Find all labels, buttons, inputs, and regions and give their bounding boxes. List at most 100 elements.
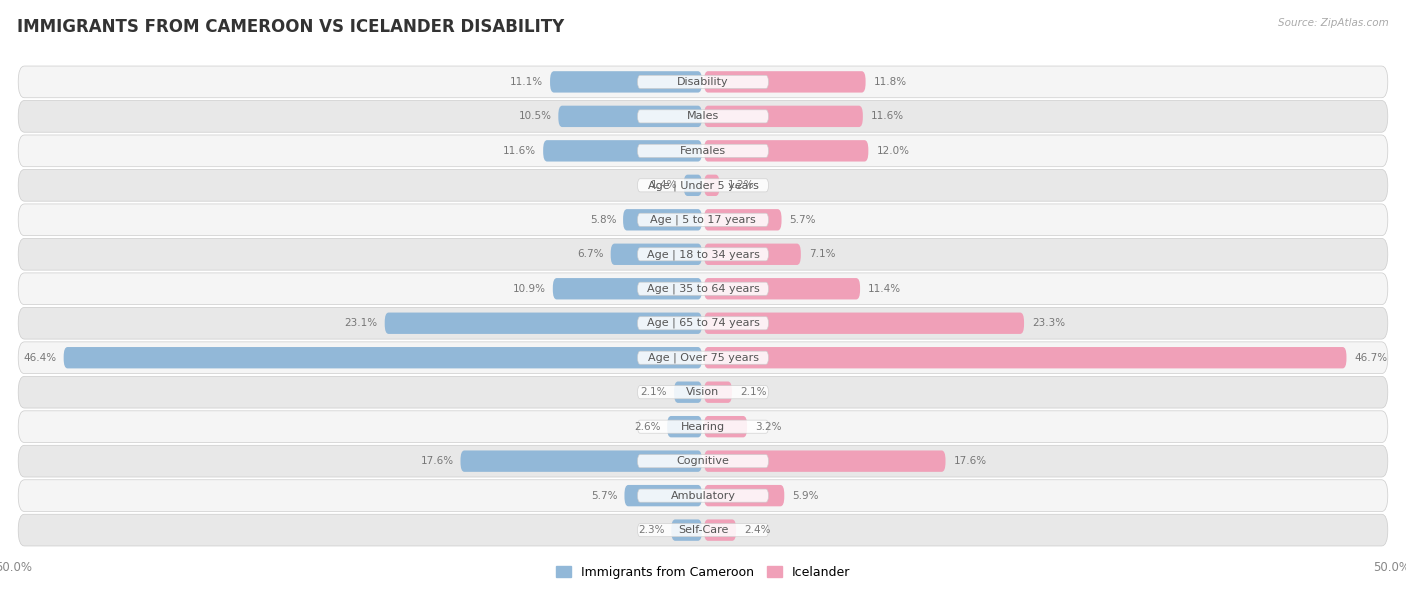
FancyBboxPatch shape <box>637 75 769 89</box>
FancyBboxPatch shape <box>18 100 1388 132</box>
FancyBboxPatch shape <box>637 420 769 433</box>
FancyBboxPatch shape <box>543 140 702 162</box>
FancyBboxPatch shape <box>704 520 737 541</box>
FancyBboxPatch shape <box>385 313 702 334</box>
FancyBboxPatch shape <box>704 174 720 196</box>
FancyBboxPatch shape <box>637 386 769 399</box>
Text: 5.9%: 5.9% <box>793 491 818 501</box>
Text: 46.4%: 46.4% <box>24 353 56 363</box>
FancyBboxPatch shape <box>637 455 769 468</box>
FancyBboxPatch shape <box>704 485 785 506</box>
FancyBboxPatch shape <box>637 316 769 330</box>
Text: 10.5%: 10.5% <box>519 111 551 121</box>
Text: Source: ZipAtlas.com: Source: ZipAtlas.com <box>1278 18 1389 28</box>
FancyBboxPatch shape <box>18 411 1388 442</box>
FancyBboxPatch shape <box>18 446 1388 477</box>
Text: 12.0%: 12.0% <box>876 146 910 156</box>
FancyBboxPatch shape <box>18 342 1388 373</box>
FancyBboxPatch shape <box>18 239 1388 270</box>
Text: Ambulatory: Ambulatory <box>671 491 735 501</box>
Text: 11.6%: 11.6% <box>870 111 904 121</box>
FancyBboxPatch shape <box>704 416 747 438</box>
FancyBboxPatch shape <box>668 416 702 438</box>
Text: Age | 5 to 17 years: Age | 5 to 17 years <box>650 215 756 225</box>
FancyBboxPatch shape <box>553 278 702 299</box>
Text: Age | Over 75 years: Age | Over 75 years <box>648 353 758 363</box>
Legend: Immigrants from Cameroon, Icelander: Immigrants from Cameroon, Icelander <box>551 561 855 584</box>
Text: Males: Males <box>688 111 718 121</box>
FancyBboxPatch shape <box>18 66 1388 98</box>
FancyBboxPatch shape <box>637 213 769 226</box>
Text: 11.6%: 11.6% <box>503 146 536 156</box>
Text: 2.1%: 2.1% <box>740 387 766 397</box>
FancyBboxPatch shape <box>673 381 702 403</box>
Text: Age | 18 to 34 years: Age | 18 to 34 years <box>647 249 759 259</box>
Text: 5.8%: 5.8% <box>589 215 616 225</box>
FancyBboxPatch shape <box>637 489 769 502</box>
Text: 3.2%: 3.2% <box>755 422 782 431</box>
FancyBboxPatch shape <box>637 110 769 123</box>
Text: Vision: Vision <box>686 387 720 397</box>
FancyBboxPatch shape <box>18 480 1388 512</box>
Text: Cognitive: Cognitive <box>676 456 730 466</box>
FancyBboxPatch shape <box>18 135 1388 166</box>
FancyBboxPatch shape <box>18 307 1388 339</box>
FancyBboxPatch shape <box>624 485 702 506</box>
FancyBboxPatch shape <box>704 140 869 162</box>
Text: 10.9%: 10.9% <box>513 284 546 294</box>
Text: 17.6%: 17.6% <box>420 456 454 466</box>
Text: Hearing: Hearing <box>681 422 725 431</box>
FancyBboxPatch shape <box>704 278 860 299</box>
FancyBboxPatch shape <box>704 71 866 92</box>
FancyBboxPatch shape <box>704 244 801 265</box>
FancyBboxPatch shape <box>623 209 702 231</box>
Text: Age | Under 5 years: Age | Under 5 years <box>648 180 758 190</box>
Text: Females: Females <box>681 146 725 156</box>
FancyBboxPatch shape <box>637 248 769 261</box>
FancyBboxPatch shape <box>18 204 1388 236</box>
Text: Self-Care: Self-Care <box>678 525 728 535</box>
FancyBboxPatch shape <box>461 450 702 472</box>
Text: IMMIGRANTS FROM CAMEROON VS ICELANDER DISABILITY: IMMIGRANTS FROM CAMEROON VS ICELANDER DI… <box>17 18 564 36</box>
FancyBboxPatch shape <box>18 376 1388 408</box>
Text: 5.7%: 5.7% <box>790 215 815 225</box>
FancyBboxPatch shape <box>18 170 1388 201</box>
Text: Age | 65 to 74 years: Age | 65 to 74 years <box>647 318 759 329</box>
FancyBboxPatch shape <box>18 514 1388 546</box>
Text: 11.1%: 11.1% <box>510 77 543 87</box>
Text: Age | 35 to 64 years: Age | 35 to 64 years <box>647 283 759 294</box>
FancyBboxPatch shape <box>704 450 945 472</box>
Text: 23.3%: 23.3% <box>1032 318 1066 328</box>
Text: 2.4%: 2.4% <box>744 525 770 535</box>
FancyBboxPatch shape <box>610 244 702 265</box>
FancyBboxPatch shape <box>550 71 702 92</box>
FancyBboxPatch shape <box>704 209 782 231</box>
Text: 23.1%: 23.1% <box>344 318 378 328</box>
Text: 11.8%: 11.8% <box>873 77 907 87</box>
Text: 7.1%: 7.1% <box>808 249 835 259</box>
FancyBboxPatch shape <box>558 106 702 127</box>
FancyBboxPatch shape <box>683 174 702 196</box>
Text: 6.7%: 6.7% <box>578 249 603 259</box>
Text: 17.6%: 17.6% <box>953 456 987 466</box>
FancyBboxPatch shape <box>671 520 702 541</box>
Text: 1.2%: 1.2% <box>727 181 754 190</box>
FancyBboxPatch shape <box>18 273 1388 305</box>
Text: 5.7%: 5.7% <box>591 491 617 501</box>
FancyBboxPatch shape <box>63 347 702 368</box>
FancyBboxPatch shape <box>704 106 863 127</box>
Text: 2.1%: 2.1% <box>641 387 668 397</box>
FancyBboxPatch shape <box>637 523 769 537</box>
Text: 2.6%: 2.6% <box>634 422 661 431</box>
FancyBboxPatch shape <box>704 381 733 403</box>
FancyBboxPatch shape <box>637 282 769 296</box>
FancyBboxPatch shape <box>704 313 1024 334</box>
FancyBboxPatch shape <box>637 144 769 157</box>
Text: 11.4%: 11.4% <box>868 284 901 294</box>
Text: 2.3%: 2.3% <box>638 525 665 535</box>
FancyBboxPatch shape <box>637 179 769 192</box>
Text: 1.4%: 1.4% <box>651 181 676 190</box>
Text: Disability: Disability <box>678 77 728 87</box>
FancyBboxPatch shape <box>704 347 1347 368</box>
FancyBboxPatch shape <box>637 351 769 364</box>
